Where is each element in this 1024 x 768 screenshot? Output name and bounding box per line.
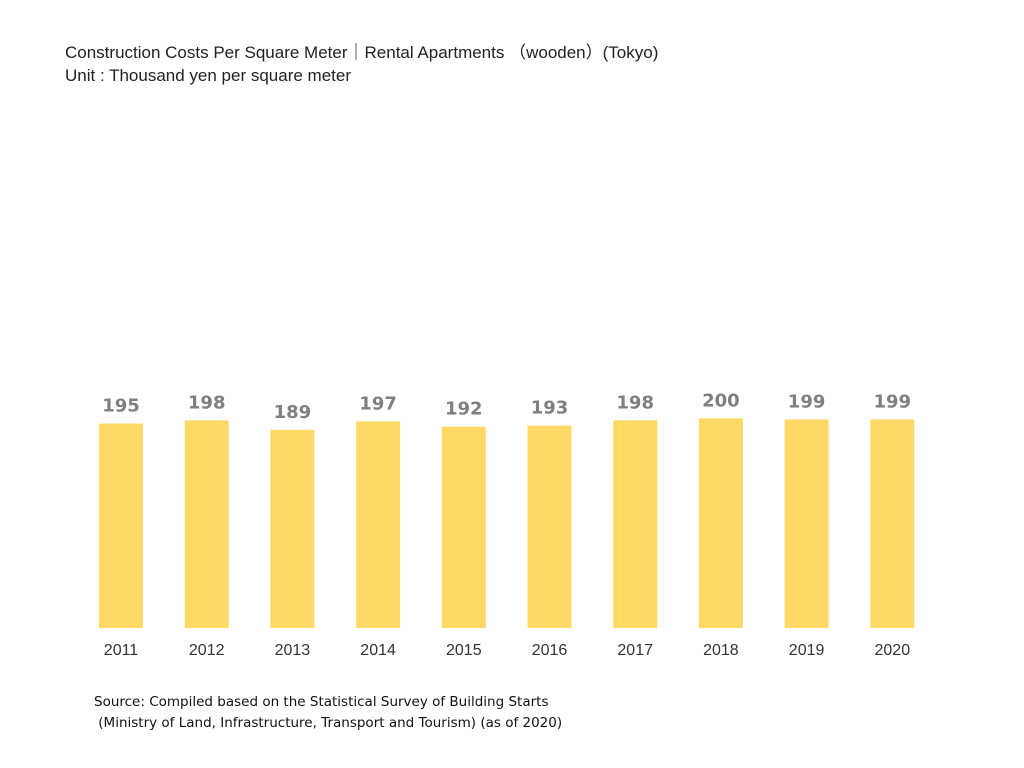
- bar-2018: [698, 418, 743, 628]
- x-tick-label-2018: 2018: [703, 642, 739, 659]
- bar-2015: [441, 426, 486, 628]
- source-line-2: (Ministry of Land, Infrastructure, Trans…: [94, 715, 563, 731]
- x-tick-label-2014: 2014: [360, 642, 396, 659]
- bars-group: [99, 418, 915, 628]
- x-tick-labels-group: 2011 2012 2013 2014 2015 2016 2017 2018 2019 2020: [104, 642, 910, 659]
- chart-subtitle: Unit : Thousand yen per square meter: [65, 66, 352, 85]
- bar-2020: [870, 419, 915, 628]
- value-label-2011: 195: [102, 396, 140, 417]
- x-tick-label-2015: 2015: [446, 642, 482, 659]
- bar-2013: [270, 429, 315, 628]
- x-tick-label-2020: 2020: [875, 642, 911, 659]
- value-labels-group: 195 198 189 197 192 193 198 200 199 199: [102, 390, 911, 423]
- value-label-2013: 189: [274, 402, 312, 423]
- source-note: Source: Compiled based on the Statistica…: [94, 692, 562, 734]
- x-tick-label-2016: 2016: [532, 642, 568, 659]
- value-label-2020: 199: [874, 391, 912, 412]
- value-label-2014: 197: [359, 393, 397, 414]
- bar-2017: [613, 420, 658, 628]
- x-tick-label-2012: 2012: [189, 642, 225, 659]
- value-label-2016: 193: [531, 398, 569, 419]
- chart-title: Construction Costs Per Square Meter｜Rent…: [65, 43, 659, 62]
- value-label-2012: 198: [188, 392, 226, 413]
- bar-2019: [784, 419, 829, 628]
- bar-2014: [356, 421, 401, 628]
- x-tick-label-2011: 2011: [104, 642, 139, 659]
- bar-2012: [184, 420, 229, 628]
- value-label-2018: 200: [702, 390, 740, 411]
- value-label-2017: 198: [616, 392, 654, 413]
- bar-2011: [99, 423, 143, 628]
- value-label-2019: 199: [788, 391, 826, 412]
- x-tick-label-2019: 2019: [789, 642, 825, 659]
- x-tick-label-2013: 2013: [275, 642, 311, 659]
- x-tick-label-2017: 2017: [617, 642, 653, 659]
- value-label-2015: 192: [445, 399, 483, 420]
- source-line-1: Source: Compiled based on the Statistica…: [94, 694, 549, 710]
- bar-2016: [527, 425, 572, 628]
